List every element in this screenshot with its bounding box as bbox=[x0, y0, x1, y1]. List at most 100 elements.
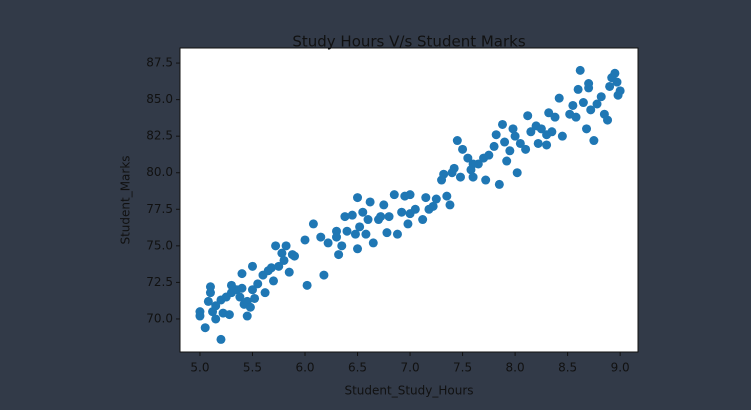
point bbox=[613, 90, 623, 100]
point bbox=[226, 280, 236, 290]
y-axis-label: Student_Marks bbox=[119, 155, 133, 244]
point bbox=[403, 219, 413, 229]
y-tick-label: 75.0 bbox=[146, 238, 173, 252]
point bbox=[421, 193, 431, 203]
point bbox=[353, 193, 363, 203]
y-tick-label: 80.0 bbox=[146, 165, 173, 179]
point bbox=[533, 138, 543, 148]
point bbox=[544, 108, 554, 118]
point bbox=[376, 212, 386, 222]
point bbox=[300, 235, 310, 245]
point bbox=[582, 124, 592, 134]
point bbox=[439, 169, 449, 179]
point bbox=[245, 302, 255, 312]
point bbox=[536, 124, 546, 134]
point bbox=[319, 270, 329, 280]
point bbox=[195, 311, 205, 321]
point bbox=[363, 215, 373, 225]
point bbox=[605, 81, 615, 91]
x-tick-label: 5.5 bbox=[243, 361, 262, 375]
point bbox=[284, 267, 294, 277]
point bbox=[584, 79, 594, 89]
x-tick-label: 5.0 bbox=[190, 361, 209, 375]
point bbox=[557, 131, 567, 141]
point bbox=[542, 130, 552, 140]
point bbox=[573, 84, 583, 94]
point bbox=[316, 232, 326, 242]
y-tick-label: 87.5 bbox=[146, 56, 173, 70]
point bbox=[484, 150, 494, 160]
point bbox=[274, 261, 284, 271]
x-axis-label: Student_Study_Hours bbox=[344, 384, 473, 398]
point bbox=[512, 168, 522, 178]
point bbox=[266, 263, 276, 273]
point bbox=[452, 136, 462, 146]
point bbox=[575, 65, 585, 75]
point bbox=[271, 241, 281, 251]
point bbox=[397, 207, 407, 217]
point bbox=[253, 279, 263, 289]
point bbox=[368, 238, 378, 248]
point bbox=[342, 226, 352, 236]
x-tick-label: 6.5 bbox=[348, 361, 367, 375]
point bbox=[455, 172, 465, 182]
point bbox=[610, 68, 620, 78]
point bbox=[468, 172, 478, 182]
point bbox=[542, 140, 552, 150]
point bbox=[449, 163, 459, 173]
point bbox=[392, 229, 402, 239]
x-tick-label: 6.0 bbox=[295, 361, 314, 375]
point bbox=[445, 200, 455, 210]
point bbox=[463, 153, 473, 163]
point bbox=[571, 112, 581, 122]
x-tick-label: 9.0 bbox=[611, 361, 630, 375]
point bbox=[418, 215, 428, 225]
point bbox=[586, 105, 596, 115]
point bbox=[410, 204, 420, 214]
point bbox=[337, 241, 347, 251]
point bbox=[347, 210, 357, 220]
point bbox=[442, 191, 452, 201]
point bbox=[384, 212, 394, 222]
point bbox=[382, 228, 392, 238]
point bbox=[603, 115, 613, 125]
point bbox=[612, 77, 622, 87]
x-tick-label: 7.5 bbox=[453, 361, 472, 375]
point bbox=[247, 261, 257, 271]
x-tick-label: 8.5 bbox=[558, 361, 577, 375]
y-tick-label: 70.0 bbox=[146, 311, 173, 325]
point bbox=[500, 137, 510, 147]
point bbox=[489, 141, 499, 151]
y-tick-label: 72.5 bbox=[146, 275, 173, 289]
point bbox=[205, 288, 215, 298]
point bbox=[355, 222, 365, 232]
point bbox=[235, 292, 245, 302]
point bbox=[268, 276, 278, 286]
y-tick-label: 82.5 bbox=[146, 129, 173, 143]
point bbox=[281, 241, 291, 251]
point bbox=[491, 130, 501, 140]
point bbox=[523, 111, 533, 121]
x-tick-label: 7.0 bbox=[401, 361, 420, 375]
y-tick-label: 85.0 bbox=[146, 92, 173, 106]
point bbox=[277, 248, 287, 258]
point bbox=[497, 119, 507, 129]
point bbox=[505, 146, 515, 156]
point bbox=[302, 280, 312, 290]
point bbox=[211, 301, 221, 311]
point bbox=[550, 112, 560, 122]
point bbox=[389, 190, 399, 200]
point bbox=[242, 311, 252, 321]
chart-title: Study Hours V/s Student Marks bbox=[292, 33, 525, 51]
point bbox=[200, 323, 210, 333]
point bbox=[323, 238, 333, 248]
point bbox=[350, 229, 360, 239]
point bbox=[494, 179, 504, 189]
point bbox=[340, 212, 350, 222]
point bbox=[458, 144, 468, 154]
point bbox=[405, 190, 415, 200]
point bbox=[203, 296, 213, 306]
point bbox=[468, 159, 478, 169]
point bbox=[358, 207, 368, 217]
point bbox=[568, 100, 578, 110]
